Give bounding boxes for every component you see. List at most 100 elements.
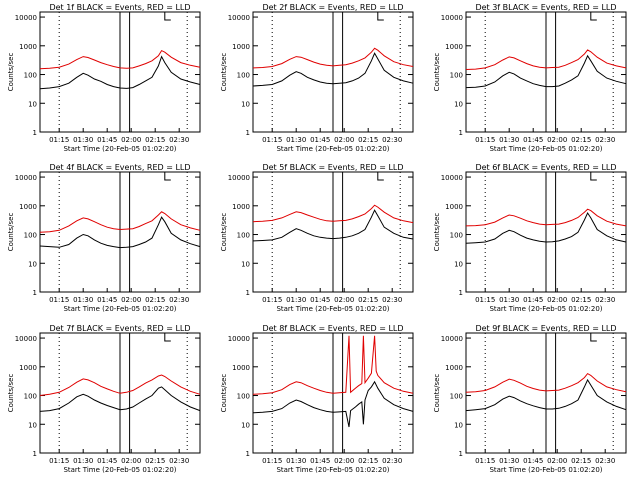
x-tick-label: 01:15 bbox=[49, 296, 69, 304]
y-tick-label: 1000 bbox=[445, 364, 463, 372]
panel-7: Det 7f BLACK = Events, RED = LLD 1 10 100 10… bbox=[7, 324, 201, 474]
x-tick-label: 01:30 bbox=[286, 296, 306, 304]
x-tick-label: 01:45 bbox=[523, 457, 543, 465]
panel-6: Det 6f BLACK = Events, RED = LLD 1 10 100 10… bbox=[433, 163, 627, 313]
y-tick-label: 10 bbox=[241, 100, 250, 108]
y-tick-label: 1 bbox=[33, 450, 37, 458]
series-lld-red bbox=[465, 208, 627, 227]
y-tick-label: 1 bbox=[459, 129, 463, 137]
y-tick-label: 1000 bbox=[232, 364, 250, 372]
x-tick-label: 01:45 bbox=[97, 457, 117, 465]
bracket-marker bbox=[590, 172, 597, 181]
x-axis-label: Start Time (20-Feb-05 01:02:20) bbox=[276, 466, 389, 474]
x-tick-label: 02:30 bbox=[169, 136, 189, 144]
series-events-black bbox=[39, 386, 201, 412]
y-tick-label: 10000 bbox=[228, 174, 250, 182]
x-tick-label: 02:15 bbox=[358, 136, 378, 144]
x-tick-label: 02:30 bbox=[595, 296, 615, 304]
x-tick-label: 01:45 bbox=[310, 457, 330, 465]
x-tick-label: 01:45 bbox=[97, 136, 117, 144]
y-tick-label: 1 bbox=[33, 129, 37, 137]
x-axis-label: Start Time (20-Feb-05 01:02:20) bbox=[276, 145, 389, 153]
x-tick-label: 01:15 bbox=[475, 457, 495, 465]
y-tick-label: 1000 bbox=[232, 203, 250, 211]
series-events-black bbox=[252, 380, 414, 428]
x-tick-label: 02:00 bbox=[121, 457, 141, 465]
series-events-black bbox=[39, 216, 201, 249]
panel-title: Det 3f BLACK = Events, RED = LLD bbox=[475, 3, 616, 12]
y-tick-label: 1 bbox=[246, 129, 250, 137]
x-tick-label: 01:15 bbox=[475, 296, 495, 304]
panel-title: Det 6f BLACK = Events, RED = LLD bbox=[475, 163, 616, 172]
x-tick-label: 02:30 bbox=[382, 136, 402, 144]
x-tick-label: 02:15 bbox=[145, 136, 165, 144]
x-tick-label: 02:00 bbox=[121, 296, 141, 304]
y-tick-label: 10 bbox=[28, 260, 37, 268]
y-tick-label: 10 bbox=[28, 421, 37, 429]
y-tick-label: 1 bbox=[246, 450, 250, 458]
series-lld-red bbox=[252, 335, 414, 395]
x-tick-label: 02:00 bbox=[334, 136, 354, 144]
x-tick-label: 02:30 bbox=[169, 296, 189, 304]
y-tick-label: 1 bbox=[33, 289, 37, 297]
x-tick-label: 01:30 bbox=[286, 457, 306, 465]
y-tick-label: 1000 bbox=[232, 43, 250, 51]
y-tick-label: 10000 bbox=[15, 335, 37, 343]
x-tick-label: 01:30 bbox=[73, 296, 93, 304]
panel-2: Det 2f BLACK = Events, RED = LLD 1 10 100 10… bbox=[220, 3, 414, 153]
bracket-marker bbox=[164, 172, 171, 181]
x-tick-label: 01:15 bbox=[262, 457, 282, 465]
bracket-marker bbox=[590, 333, 597, 342]
y-tick-label: 100 bbox=[24, 393, 37, 401]
bracket-marker bbox=[164, 333, 171, 342]
x-tick-label: 01:45 bbox=[523, 136, 543, 144]
x-tick-label: 02:30 bbox=[595, 457, 615, 465]
panel-title: Det 7f BLACK = Events, RED = LLD bbox=[49, 324, 190, 333]
y-tick-label: 10000 bbox=[15, 14, 37, 22]
y-tick-label: 1000 bbox=[445, 203, 463, 211]
panel-title: Det 8f BLACK = Events, RED = LLD bbox=[262, 324, 403, 333]
x-tick-label: 01:30 bbox=[499, 296, 519, 304]
x-tick-label: 02:15 bbox=[358, 457, 378, 465]
bracket-marker bbox=[164, 12, 171, 21]
x-tick-label: 01:15 bbox=[262, 296, 282, 304]
y-tick-label: 100 bbox=[24, 232, 37, 240]
series-lld-red bbox=[39, 49, 201, 70]
y-tick-label: 10 bbox=[454, 260, 463, 268]
bracket-marker bbox=[590, 12, 597, 21]
x-tick-label: 01:15 bbox=[49, 457, 69, 465]
y-tick-label: 100 bbox=[450, 72, 463, 80]
x-tick-label: 02:00 bbox=[121, 136, 141, 144]
x-tick-label: 02:15 bbox=[571, 457, 591, 465]
x-axis-label: Start Time (20-Feb-05 01:02:20) bbox=[63, 466, 176, 474]
y-tick-label: 1000 bbox=[445, 43, 463, 51]
series-lld-red bbox=[252, 47, 414, 69]
x-tick-label: 01:15 bbox=[49, 136, 69, 144]
y-tick-label: 1000 bbox=[19, 364, 37, 372]
y-tick-label: 100 bbox=[237, 393, 250, 401]
bracket-marker bbox=[377, 12, 384, 21]
y-axis-label: Counts/sec bbox=[433, 53, 441, 92]
series-lld-red bbox=[465, 49, 627, 70]
panel-9: Det 9f BLACK = Events, RED = LLD 1 10 100 10… bbox=[433, 324, 627, 474]
y-tick-label: 1 bbox=[459, 450, 463, 458]
y-axis-label: Counts/sec bbox=[7, 53, 15, 92]
series-events-black bbox=[465, 54, 627, 89]
panel-title: Det 4f BLACK = Events, RED = LLD bbox=[49, 163, 190, 172]
x-tick-label: 02:00 bbox=[334, 296, 354, 304]
panel-title: Det 2f BLACK = Events, RED = LLD bbox=[262, 3, 403, 12]
panel-4: Det 4f BLACK = Events, RED = LLD 1 10 100 10… bbox=[7, 163, 201, 313]
x-tick-label: 01:30 bbox=[73, 457, 93, 465]
series-events-black bbox=[252, 209, 414, 242]
y-tick-label: 1000 bbox=[19, 203, 37, 211]
y-tick-label: 10 bbox=[28, 100, 37, 108]
x-tick-label: 01:30 bbox=[499, 457, 519, 465]
panel-title: Det 1f BLACK = Events, RED = LLD bbox=[49, 3, 190, 12]
x-tick-label: 01:45 bbox=[310, 296, 330, 304]
x-tick-label: 02:00 bbox=[547, 136, 567, 144]
panel-5: Det 5f BLACK = Events, RED = LLD 1 10 100 10… bbox=[220, 163, 414, 313]
series-lld-red bbox=[39, 374, 201, 396]
y-tick-label: 100 bbox=[450, 393, 463, 401]
y-tick-label: 100 bbox=[237, 232, 250, 240]
